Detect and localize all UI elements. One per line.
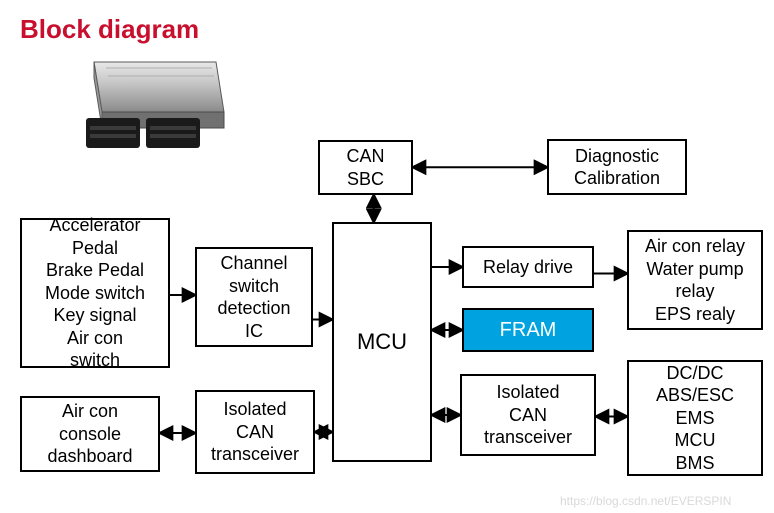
box-line: Calibration xyxy=(574,167,660,190)
box-line: SBC xyxy=(347,168,384,191)
box-outputs_relay: Air con relayWater pumprelayEPS realy xyxy=(627,230,763,330)
box-line: transceiver xyxy=(484,426,572,449)
box-line: Relay drive xyxy=(483,256,573,279)
box-line: DC/DC xyxy=(667,362,724,385)
box-line: EMS xyxy=(675,407,714,430)
box-iso_can_1: IsolatedCANtransceiver xyxy=(195,390,315,474)
box-line: Mode switch xyxy=(45,282,145,305)
box-can_sbc: CANSBC xyxy=(318,140,413,195)
box-mcu: MCU xyxy=(332,222,432,462)
box-line: switch xyxy=(229,275,279,298)
box-line: Air con relay xyxy=(645,235,745,258)
box-line: ABS/ESC xyxy=(656,384,734,407)
ecu-photo xyxy=(76,54,226,169)
box-line: BMS xyxy=(675,452,714,475)
box-line: switch xyxy=(70,349,120,372)
box-line: Channel xyxy=(220,252,287,275)
box-line: CAN xyxy=(236,421,274,444)
box-outputs_can: DC/DCABS/ESCEMSMCUBMS xyxy=(627,360,763,476)
box-line: Isolated xyxy=(223,398,286,421)
box-line: MCU xyxy=(675,429,716,452)
watermark: https://blog.csdn.net/EVERSPIN xyxy=(560,494,731,508)
box-line: console xyxy=(59,423,121,446)
box-line: Water pump xyxy=(646,258,743,281)
box-channel_switch: ChannelswitchdetectionIC xyxy=(195,247,313,347)
box-line: Air con xyxy=(62,400,118,423)
box-fram: FRAM xyxy=(462,308,594,352)
box-line: Isolated xyxy=(496,381,559,404)
box-line: transceiver xyxy=(211,443,299,466)
box-line: EPS realy xyxy=(655,303,735,326)
box-line: Accelerator xyxy=(49,214,140,237)
box-line: IC xyxy=(245,320,263,343)
box-line: Diagnostic xyxy=(575,145,659,168)
box-line: Pedal xyxy=(72,237,118,260)
box-line: MCU xyxy=(357,328,407,356)
box-air_con_console: Air conconsoledashboard xyxy=(20,396,160,472)
box-line: dashboard xyxy=(47,445,132,468)
box-line: detection xyxy=(217,297,290,320)
box-iso_can_2: IsolatedCANtransceiver xyxy=(460,374,596,456)
box-line: Air con xyxy=(67,327,123,350)
box-line: Brake Pedal xyxy=(46,259,144,282)
box-line: relay xyxy=(675,280,714,303)
box-line: Key signal xyxy=(53,304,136,327)
box-line: CAN xyxy=(509,404,547,427)
box-diagnostic: DiagnosticCalibration xyxy=(547,139,687,195)
box-line: FRAM xyxy=(500,318,557,343)
box-line: CAN xyxy=(346,145,384,168)
page-title: Block diagram xyxy=(20,14,199,45)
box-inputs: AcceleratorPedalBrake PedalMode switchKe… xyxy=(20,218,170,368)
box-relay_drive: Relay drive xyxy=(462,246,594,288)
